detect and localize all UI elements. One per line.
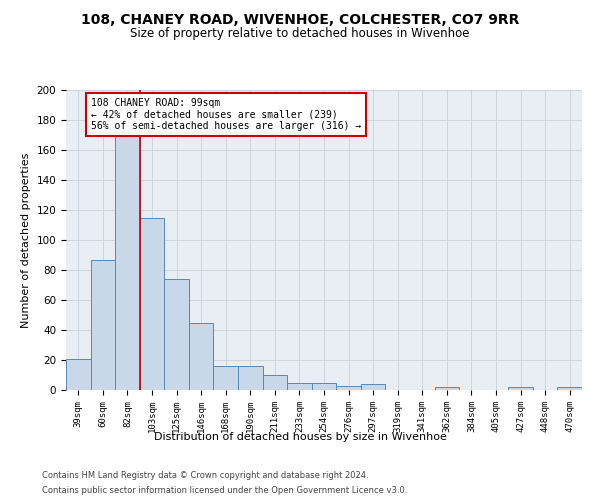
Bar xyxy=(508,387,533,390)
Bar xyxy=(263,375,287,390)
Bar xyxy=(189,322,214,390)
Text: 108 CHANEY ROAD: 99sqm
← 42% of detached houses are smaller (239)
56% of semi-de: 108 CHANEY ROAD: 99sqm ← 42% of detached… xyxy=(91,98,361,130)
Y-axis label: Number of detached properties: Number of detached properties xyxy=(21,152,31,328)
Bar xyxy=(287,382,312,390)
Bar xyxy=(336,386,361,390)
Bar xyxy=(214,366,238,390)
Text: Contains public sector information licensed under the Open Government Licence v3: Contains public sector information licen… xyxy=(42,486,407,495)
Text: Size of property relative to detached houses in Wivenhoe: Size of property relative to detached ho… xyxy=(130,28,470,40)
Bar xyxy=(91,260,115,390)
Text: Distribution of detached houses by size in Wivenhoe: Distribution of detached houses by size … xyxy=(154,432,446,442)
Bar xyxy=(557,387,582,390)
Bar xyxy=(434,387,459,390)
Bar xyxy=(312,382,336,390)
Bar xyxy=(238,366,263,390)
Bar xyxy=(361,384,385,390)
Text: 108, CHANEY ROAD, WIVENHOE, COLCHESTER, CO7 9RR: 108, CHANEY ROAD, WIVENHOE, COLCHESTER, … xyxy=(81,12,519,26)
Text: Contains HM Land Registry data © Crown copyright and database right 2024.: Contains HM Land Registry data © Crown c… xyxy=(42,471,368,480)
Bar xyxy=(140,218,164,390)
Bar xyxy=(115,135,140,390)
Bar xyxy=(66,358,91,390)
Bar xyxy=(164,279,189,390)
